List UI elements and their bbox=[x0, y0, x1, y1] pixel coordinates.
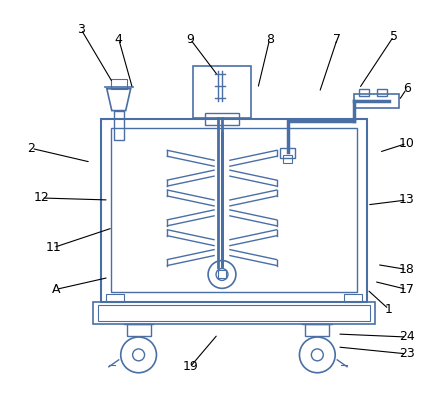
Bar bbox=[127, 324, 151, 336]
Bar bbox=[282, 155, 293, 163]
Bar bbox=[205, 113, 239, 125]
Text: 3: 3 bbox=[77, 23, 85, 36]
Bar bbox=[98, 305, 370, 321]
Bar bbox=[280, 148, 295, 158]
Text: 17: 17 bbox=[399, 283, 415, 296]
Bar bbox=[93, 302, 375, 324]
Bar bbox=[193, 66, 251, 118]
Text: 10: 10 bbox=[399, 137, 415, 150]
Text: 11: 11 bbox=[45, 241, 61, 254]
Text: 2: 2 bbox=[28, 142, 35, 155]
Text: 4: 4 bbox=[115, 33, 123, 46]
Bar bbox=[111, 79, 127, 89]
Text: 6: 6 bbox=[403, 82, 411, 95]
Bar bbox=[305, 324, 329, 336]
Bar bbox=[101, 119, 367, 302]
Text: 18: 18 bbox=[399, 263, 415, 276]
Text: 23: 23 bbox=[399, 347, 415, 360]
Text: 5: 5 bbox=[390, 29, 398, 43]
Bar bbox=[106, 294, 124, 302]
Text: 1: 1 bbox=[385, 303, 393, 316]
Bar bbox=[111, 129, 357, 292]
Text: 13: 13 bbox=[399, 193, 415, 206]
Bar bbox=[354, 94, 399, 108]
Text: 8: 8 bbox=[266, 33, 274, 46]
Text: 7: 7 bbox=[333, 33, 341, 46]
Bar bbox=[344, 294, 362, 302]
Text: 24: 24 bbox=[399, 331, 415, 343]
Bar bbox=[218, 270, 226, 278]
Bar bbox=[377, 89, 387, 96]
Text: 19: 19 bbox=[182, 360, 198, 373]
Text: 9: 9 bbox=[186, 33, 194, 46]
Bar bbox=[114, 110, 124, 140]
Text: 12: 12 bbox=[33, 191, 49, 204]
Text: A: A bbox=[52, 283, 60, 296]
Bar bbox=[359, 89, 369, 96]
